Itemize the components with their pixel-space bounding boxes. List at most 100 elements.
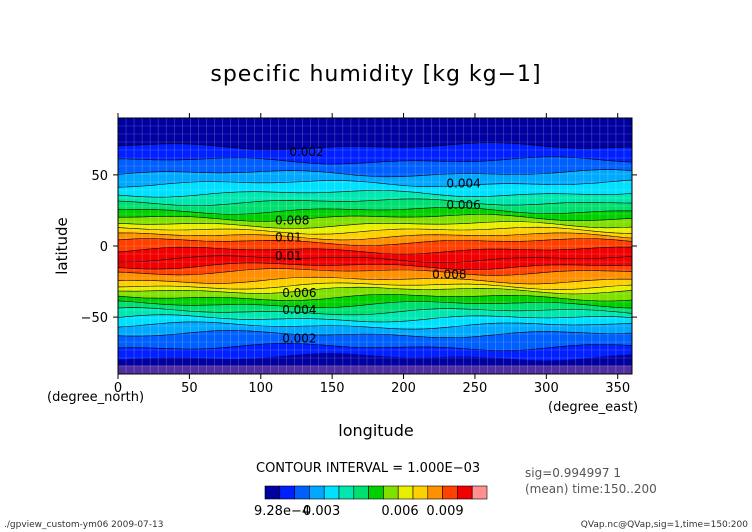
contour-band (118, 190, 632, 206)
contour-interval-label: CONTOUR INTERVAL = 1.000E−03 (256, 461, 481, 476)
y-axis-unit: (degree_north) (47, 390, 145, 405)
contour-line (118, 214, 632, 222)
contour-line (118, 255, 632, 263)
colorbar-swatch (323, 485, 340, 500)
contour-band (118, 282, 632, 294)
colorbar-swatch (383, 485, 399, 500)
contour-line (118, 321, 632, 330)
contour-band (118, 287, 632, 301)
contour-band (118, 277, 632, 290)
contour-band (118, 300, 632, 315)
contour-line (118, 282, 632, 290)
contour-band (118, 268, 632, 284)
contour-band (118, 294, 632, 309)
contour-label: 0.01 (275, 249, 302, 263)
contour-line (118, 226, 632, 235)
x-tick-label: 100 (248, 381, 273, 396)
x-tick-label: 350 (605, 381, 630, 396)
contour-line (118, 142, 632, 151)
contour-line (118, 276, 632, 285)
contour-line (118, 190, 632, 198)
colorbar-swatch (368, 485, 384, 500)
sigma-info: sig=0.994997 1 (525, 466, 621, 480)
x-axis-title: longitude (338, 421, 414, 440)
contour-band (118, 169, 632, 188)
contour-line (118, 342, 632, 351)
contour-line (118, 169, 632, 178)
polar-band (118, 365, 632, 374)
contour-label: 0.004 (282, 303, 316, 317)
contour-label: 0.006 (446, 198, 480, 212)
colorbar-label: 0.006 (381, 504, 418, 519)
y-tick-label: 50 (91, 169, 108, 184)
colorbar-swatch (471, 485, 488, 500)
x-tick-label: 300 (534, 381, 559, 396)
contour-band (118, 232, 632, 246)
contour-line (118, 246, 632, 255)
contour-line (118, 207, 632, 215)
colorbar-swatch (294, 485, 310, 500)
contour-line (118, 198, 632, 207)
y-tick-label: 0 (100, 240, 108, 255)
colorbar-swatch (442, 485, 458, 500)
colorbar-swatch (353, 485, 369, 500)
colorbar-swatch (279, 485, 295, 500)
contour-band (118, 221, 632, 235)
x-tick-label: 50 (181, 381, 198, 396)
y-tick-label: −50 (81, 311, 108, 326)
contour-line (118, 262, 632, 270)
contour-band (118, 142, 632, 165)
contour-band (118, 156, 632, 177)
colorbar-swatch (397, 485, 414, 500)
contour-line (118, 294, 632, 302)
colorbar-label: 0.009 (426, 504, 463, 519)
x-axis-unit: (degree_east) (548, 400, 639, 415)
colorbar-label: 0.003 (303, 504, 340, 519)
footer-left: ./gpview_custom-ym06 2009-07-13 (4, 520, 164, 530)
contour-band (118, 180, 632, 198)
contour-label: 0.01 (275, 230, 302, 244)
contour-line (118, 314, 632, 323)
contour-line (118, 268, 632, 276)
contour-label: 0.002 (289, 145, 323, 159)
contour-band (118, 262, 632, 276)
chart-title: specific humidity [kg kg−1] (210, 62, 542, 87)
contour-band (118, 214, 632, 229)
colorbar-label: 9.28e−4 (254, 504, 310, 519)
contour-band (118, 307, 632, 322)
contour-label: 0.008 (432, 267, 466, 281)
x-tick-label: 150 (320, 381, 345, 396)
x-tick-label: 200 (391, 381, 416, 396)
colorbar-swatch (427, 485, 443, 500)
contour-line (118, 307, 632, 316)
contour-line (118, 330, 632, 339)
contour-band (118, 118, 632, 150)
contour-line (118, 238, 632, 246)
colorbar-swatch (309, 485, 325, 500)
colorbar-swatch (412, 485, 429, 500)
contour-band (118, 227, 632, 240)
contour-band (118, 247, 632, 263)
contour-line (118, 179, 632, 188)
colorbar-swatch (338, 485, 355, 500)
contour-label: 0.002 (282, 331, 316, 345)
contour-line (118, 232, 632, 241)
contour-line (118, 300, 632, 309)
colorbar-swatch (457, 485, 473, 500)
contour-band (118, 343, 632, 361)
contour-label: 0.008 (275, 213, 309, 227)
contour-band (118, 330, 632, 351)
contour-label: 0.006 (282, 286, 316, 300)
contour-line (118, 156, 632, 165)
x-tick-label: 0 (114, 381, 122, 396)
x-tick-label: 250 (463, 381, 488, 396)
contour-band (118, 255, 632, 270)
footer-right: QVap.nc@QVap,sig=1,time=150:200 (580, 520, 748, 530)
contour-label: 0.004 (446, 176, 480, 190)
contour-line (118, 221, 632, 229)
colorbar-swatch (264, 485, 281, 500)
mean-info: (mean) time:150..200 (525, 482, 657, 496)
contour-fill-group (118, 118, 632, 374)
contour-band (118, 238, 632, 255)
